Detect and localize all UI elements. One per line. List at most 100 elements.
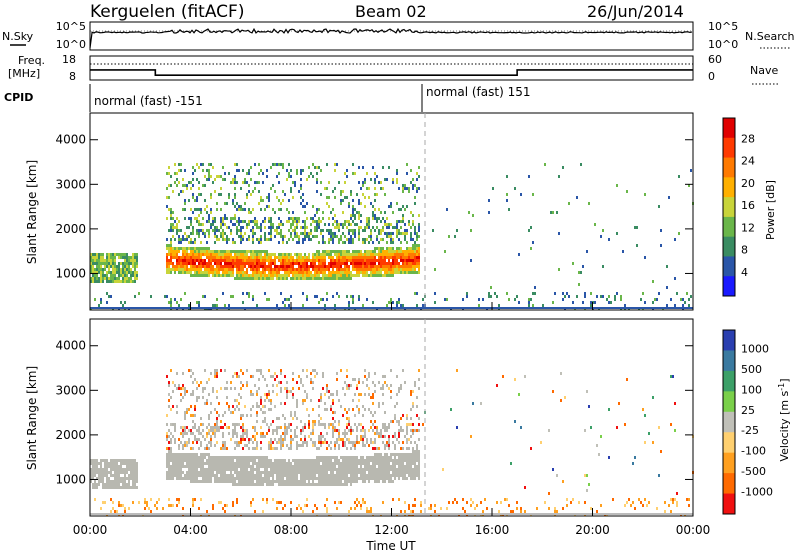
data-cell <box>210 175 212 178</box>
data-cell <box>184 265 186 268</box>
data-cell <box>302 262 304 265</box>
data-cell <box>274 211 276 214</box>
data-cell <box>218 462 220 465</box>
data-cell <box>206 169 208 172</box>
data-cell <box>338 250 340 253</box>
data-cell <box>104 274 106 277</box>
data-cell <box>198 208 200 211</box>
data-cell <box>116 465 118 468</box>
data-cell <box>272 477 274 480</box>
data-cell <box>364 369 366 372</box>
data-cell <box>336 438 338 441</box>
data-cell <box>332 250 334 253</box>
data-cell <box>276 304 278 307</box>
data-cell <box>366 217 368 220</box>
data-cell <box>356 480 358 483</box>
data-cell <box>416 190 418 193</box>
data-cell <box>100 480 102 483</box>
data-cell <box>380 387 382 390</box>
data-cell <box>100 277 102 280</box>
data-cell <box>180 229 182 232</box>
data-cell <box>166 262 168 265</box>
data-cell <box>254 220 256 223</box>
data-cell <box>268 399 270 402</box>
data-cell <box>350 465 352 468</box>
data-cell <box>192 426 194 429</box>
data-cell <box>330 271 332 274</box>
data-cell <box>112 468 114 471</box>
data-cell <box>172 265 174 268</box>
data-cell <box>328 229 330 232</box>
data-cell <box>342 274 344 277</box>
data-cell <box>270 274 272 277</box>
data-cell <box>222 462 224 465</box>
data-cell <box>328 396 330 399</box>
data-cell <box>472 214 474 217</box>
data-cell <box>308 474 310 477</box>
data-cell <box>222 268 224 271</box>
data-cell <box>188 369 190 372</box>
data-cell <box>392 211 394 214</box>
data-cell <box>232 435 234 438</box>
data-cell <box>208 217 210 220</box>
data-cell <box>344 274 346 277</box>
data-cell <box>348 438 350 441</box>
data-cell <box>270 399 272 402</box>
data-cell <box>218 262 220 265</box>
data-cell <box>412 187 414 190</box>
data-cell <box>186 259 188 262</box>
data-cell <box>126 465 128 468</box>
data-cell <box>232 250 234 253</box>
data-cell <box>374 426 376 429</box>
data-cell <box>90 462 92 465</box>
data-cell <box>354 232 356 235</box>
data-cell <box>108 259 110 262</box>
data-cell <box>384 262 386 265</box>
data-cell <box>214 480 216 483</box>
data-cell <box>678 175 680 178</box>
data-cell <box>204 471 206 474</box>
data-cell <box>394 471 396 474</box>
data-cell <box>244 465 246 468</box>
data-cell <box>374 447 376 450</box>
data-cell <box>172 504 174 507</box>
data-cell <box>272 274 274 277</box>
data-cell <box>216 462 218 465</box>
data-cell <box>358 378 360 381</box>
data-cell <box>320 271 322 274</box>
data-cell <box>256 223 258 226</box>
data-cell <box>206 402 208 405</box>
data-cell <box>224 459 226 462</box>
data-cell <box>398 441 400 444</box>
data-cell <box>246 250 248 253</box>
data-cell <box>208 169 210 172</box>
data-cell <box>278 256 280 259</box>
data-cell <box>388 468 390 471</box>
data-cell <box>348 468 350 471</box>
data-cell <box>396 247 398 250</box>
data-cell <box>412 402 414 405</box>
data-cell <box>394 444 396 447</box>
data-cell <box>238 268 240 271</box>
data-cell <box>174 426 176 429</box>
data-cell <box>368 444 370 447</box>
data-cell <box>168 441 170 444</box>
data-cell <box>170 217 172 220</box>
data-cell <box>286 426 288 429</box>
data-cell <box>400 241 402 244</box>
data-cell <box>286 474 288 477</box>
data-cell <box>108 462 110 465</box>
data-cell <box>262 271 264 274</box>
data-cell <box>238 480 240 483</box>
data-cell <box>328 196 330 199</box>
data-cell <box>386 304 388 307</box>
data-cell <box>324 393 326 396</box>
data-cell <box>102 468 104 471</box>
data-cell <box>260 459 262 462</box>
data-cell <box>124 301 126 304</box>
data-cell <box>202 184 204 187</box>
data-cell <box>292 223 294 226</box>
data-cell <box>268 441 270 444</box>
data-cell <box>298 253 300 256</box>
data-cell <box>392 468 394 471</box>
